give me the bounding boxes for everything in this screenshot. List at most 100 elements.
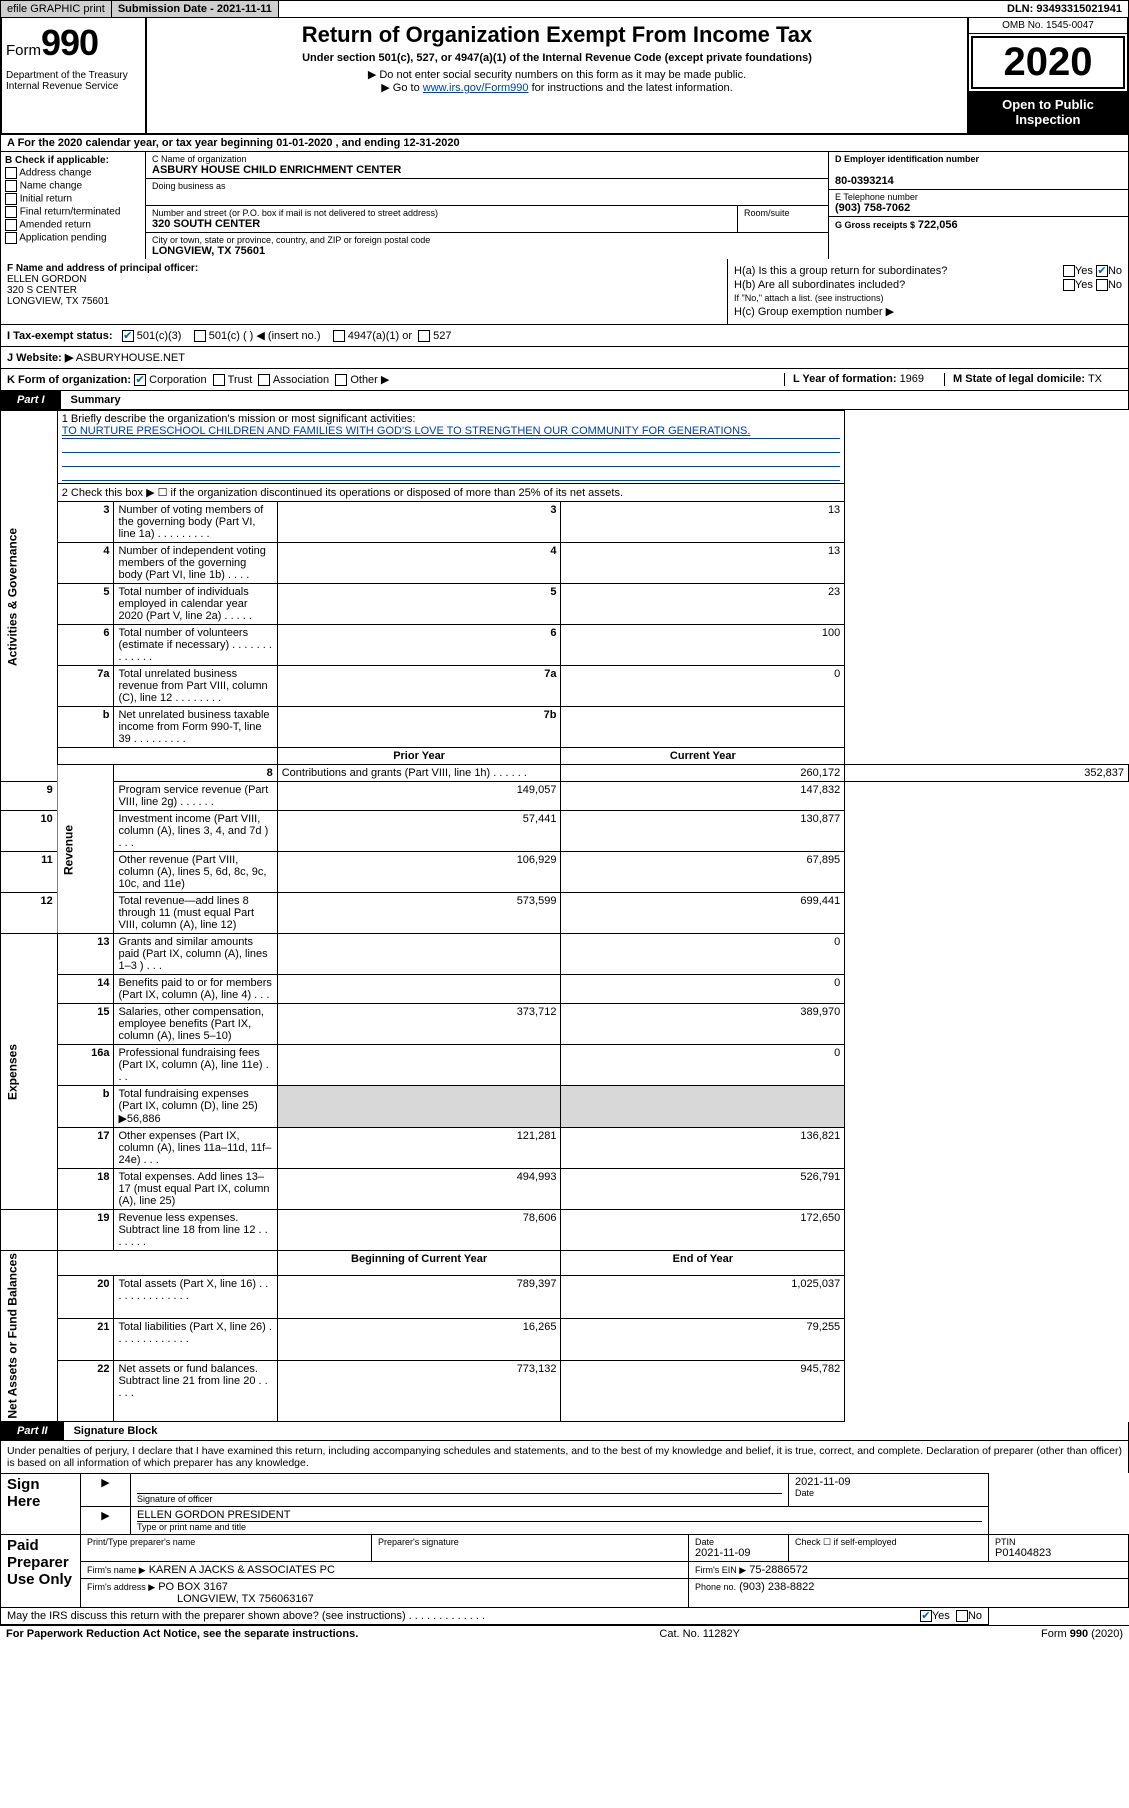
sign-here-label: Sign Here [1,1473,81,1534]
side-label-expenses: Expenses [1,934,58,1210]
tax-year: 2020 [971,36,1125,89]
top-bar: efile GRAPHIC print Submission Date - 20… [0,0,1129,18]
table-row: 22Net assets or fund balances. Subtract … [1,1361,1129,1421]
dba-label: Doing business as [152,181,822,191]
footer-form: Form 990 (2020) [1041,1628,1123,1640]
box-b: B Check if applicable: Address change Na… [1,152,146,259]
table-row: 18Total expenses. Add lines 13–17 (must … [1,1169,1129,1210]
ha-no-checkbox[interactable] [1096,265,1108,277]
prep-date: 2021-11-09 [695,1547,782,1559]
part1-header: Part I Summary [0,391,1129,410]
side-label-ag: Activities & Governance [1,411,58,782]
side-label-revenue: Revenue [57,765,114,934]
penalties-statement: Under penalties of perjury, I declare th… [0,1441,1129,1473]
telephone: (903) 758-7062 [835,202,1122,214]
mission-text: TO NURTURE PRESCHOOL CHILDREN AND FAMILI… [62,425,840,439]
box-c: C Name of organization ASBURY HOUSE CHIL… [146,152,828,259]
paid-preparer-label: Paid Preparer Use Only [1,1534,81,1607]
box-d: D Employer identification number 80-0393… [828,152,1128,259]
ssn-note: ▶ Do not enter social security numbers o… [155,68,959,81]
city-state-zip: LONGVIEW, TX 75601 [152,245,822,257]
firm-address2: LONGVIEW, TX 756063167 [177,1593,314,1605]
instructions-note: ▶ Go to www.irs.gov/Form990 for instruct… [155,81,959,94]
table-row: 19Revenue less expenses. Subtract line 1… [1,1210,1129,1251]
ein: 80-0393214 [835,175,1122,187]
hb-subordinates: H(b) Are all subordinates included? Yes … [734,279,1122,291]
open-to-public: Open to Public Inspection [969,91,1127,133]
table-row: 14Benefits paid to or for members (Part … [1,975,1129,1004]
sig-date: 2021-11-09 [795,1476,982,1488]
firm-phone: (903) 238-8822 [739,1581,814,1593]
table-row: bNet unrelated business taxable income f… [1,707,1129,748]
form-subtitle: Under section 501(c), 527, or 4947(a)(1)… [155,52,959,64]
officer-city: LONGVIEW, TX 75601 [7,296,721,307]
cb-initial-return[interactable]: Initial return [5,193,141,205]
firm-name: KAREN A JACKS & ASSOCIATES PC [149,1564,335,1576]
street-address: 320 SOUTH CENTER [152,218,731,230]
table-row: 3Number of voting members of the governi… [1,502,1129,543]
efile-graphic-print-button[interactable]: efile GRAPHIC print [1,1,112,17]
discuss-yes-checkbox[interactable] [920,1610,932,1622]
q2-label: 2 Check this box ▶ ☐ if the organization… [57,484,844,502]
website-value: ASBURYHOUSE.NET [76,352,185,364]
form-header: Form990 Department of the Treasury Inter… [0,18,1129,135]
table-row: 11Other revenue (Part VIII, column (A), … [1,852,1129,893]
tax-exempt-status: I Tax-exempt status: 501(c)(3) 501(c) ( … [0,325,1129,347]
year-formation: 1969 [900,373,924,385]
signature-arrow-icon: ▶ [101,1510,109,1522]
table-row: 17Other expenses (Part IX, column (A), l… [1,1128,1129,1169]
signature-arrow-icon: ▶ [101,1477,109,1489]
row-a-tax-year: A For the 2020 calendar year, or tax yea… [0,135,1129,152]
org-name: ASBURY HOUSE CHILD ENRICHMENT CENTER [152,164,822,176]
cb-amended-return[interactable]: Amended return [5,219,141,231]
officer-name: ELLEN GORDON [7,274,721,285]
section-bcd: B Check if applicable: Address change Na… [0,152,1129,259]
table-row: 7aTotal unrelated business revenue from … [1,666,1129,707]
footer-left: For Paperwork Reduction Act Notice, see … [6,1628,358,1640]
table-row: 10Investment income (Part VIII, column (… [1,811,1129,852]
table-row: 15Salaries, other compensation, employee… [1,1004,1129,1045]
table-row: 5Total number of individuals employed in… [1,584,1129,625]
form-title: Return of Organization Exempt From Incom… [155,22,959,48]
signature-table: Sign Here ▶ Signature of officer 2021-11… [0,1473,1129,1625]
ha-group-return: H(a) Is this a group return for subordin… [734,265,1122,277]
firm-ein: 75-2886572 [749,1564,808,1576]
cb-name-change[interactable]: Name change [5,180,141,192]
website-row: J Website: ▶ ASBURYHOUSE.NET [0,347,1129,369]
table-row: bTotal fundraising expenses (Part IX, co… [1,1086,1129,1128]
cb-final-return[interactable]: Final return/terminated [5,206,141,218]
side-label-netassets: Net Assets or Fund Balances [1,1251,58,1422]
table-row: 20Total assets (Part X, line 16) . . . .… [1,1276,1129,1319]
table-row: 9Program service revenue (Part VIII, lin… [1,782,1129,811]
table-row: 16aProfessional fundraising fees (Part I… [1,1045,1129,1086]
section-fh: F Name and address of principal officer:… [0,259,1129,325]
table-row: 21Total liabilities (Part X, line 26) . … [1,1318,1129,1361]
hb-note: If "No," attach a list. (see instruction… [734,293,1122,303]
ptin: P01404823 [995,1547,1122,1559]
officer-street: 320 S CENTER [7,285,721,296]
cb-address-change[interactable]: Address change [5,167,141,179]
form-number: Form990 [6,22,141,64]
footer-cat: Cat. No. 11282Y [659,1628,740,1640]
instructions-link[interactable]: www.irs.gov/Form990 [423,82,529,94]
q1-label: 1 Briefly describe the organization's mi… [62,413,840,425]
hc-group-exemption: H(c) Group exemption number ▶ [734,305,1122,318]
irs-discuss-row: May the IRS discuss this return with the… [1,1607,989,1624]
cb-application-pending[interactable]: Application pending [5,232,141,244]
status-501c3-checkbox[interactable] [122,330,134,342]
part1-table: Activities & Governance 1 Briefly descri… [0,410,1129,1422]
dln: DLN: 93493315021941 [1001,1,1128,17]
part2-header: Part II Signature Block [0,1422,1129,1441]
officer-signature-line[interactable] [137,1476,782,1494]
footer: For Paperwork Reduction Act Notice, see … [0,1625,1129,1642]
self-employed-check[interactable]: Check ☐ if self-employed [795,1537,982,1548]
gross-receipts: 722,056 [918,219,958,231]
table-row: 6Total number of volunteers (estimate if… [1,625,1129,666]
omb-number: OMB No. 1545-0047 [969,18,1127,34]
firm-address1: PO BOX 3167 [158,1581,228,1593]
submission-date: Submission Date - 2021-11-11 [112,1,279,17]
state-domicile: TX [1088,373,1102,385]
department: Department of the Treasury Internal Reve… [6,70,141,92]
korg-corporation-checkbox[interactable] [134,374,146,386]
table-row: 4Number of independent voting members of… [1,543,1129,584]
